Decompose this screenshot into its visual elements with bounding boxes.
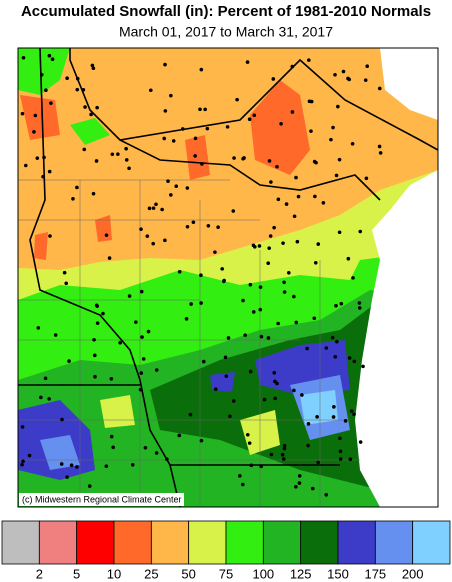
- legend-label: 25: [144, 566, 158, 581]
- legend-swatch: [412, 520, 451, 565]
- map-frame: [17, 47, 439, 508]
- legend-swatch: [113, 520, 152, 565]
- subtitle: March 01, 2017 to March 31, 2017: [119, 24, 333, 40]
- legend-swatch: [337, 520, 376, 565]
- legend-swatch: [76, 520, 115, 565]
- legend: 2 5 10 25 50 75 100 125 150 175 200: [1, 520, 451, 581]
- credit: (c) Midwestern Regional Climate Center: [22, 494, 182, 504]
- legend-label: 2: [36, 566, 43, 581]
- legend-label: 75: [219, 566, 233, 581]
- legend-swatch: [374, 520, 414, 565]
- legend-label: 50: [181, 566, 195, 581]
- legend-swatch: [1, 520, 40, 565]
- legend-swatch: [38, 520, 78, 565]
- map: [18, 48, 438, 507]
- legend-label: 175: [364, 566, 386, 581]
- legend-label: 150: [327, 566, 349, 581]
- credit-box: [19, 493, 184, 506]
- title: Accumulated Snowfall (in): Percent of 19…: [21, 3, 431, 20]
- legend-swatch: [188, 520, 227, 565]
- legend-label: 125: [290, 566, 312, 581]
- legend-swatch: [300, 520, 339, 565]
- legend-label: 5: [73, 566, 80, 581]
- legend-label: 10: [107, 566, 121, 581]
- legend-swatch: [150, 520, 190, 565]
- legend-label: 100: [252, 566, 274, 581]
- legend-swatch: [225, 520, 264, 565]
- legend-label: 200: [402, 566, 424, 581]
- legend-swatch: [262, 520, 302, 565]
- stations: [20, 53, 383, 497]
